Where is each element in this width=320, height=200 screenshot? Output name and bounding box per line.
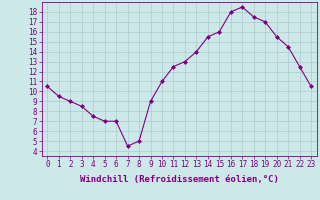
X-axis label: Windchill (Refroidissement éolien,°C): Windchill (Refroidissement éolien,°C) [80, 175, 279, 184]
